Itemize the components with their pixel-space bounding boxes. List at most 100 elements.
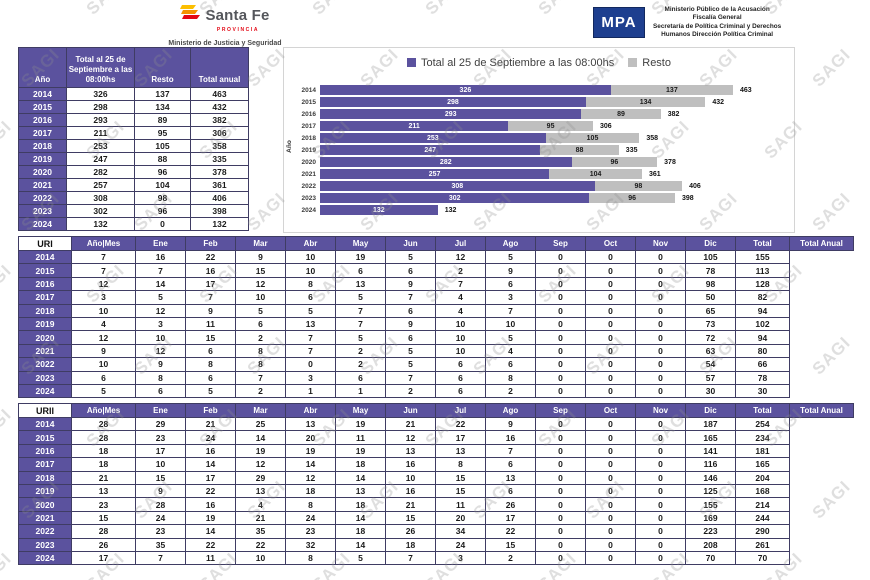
value-cell: 0: [535, 303, 586, 318]
value-cell: 28: [71, 416, 136, 432]
header-cell: Mar: [235, 403, 286, 418]
year-cell: 2019: [18, 316, 72, 332]
bar-row: 2022 308 98 406: [290, 180, 790, 192]
bar-track: 132 132: [320, 205, 766, 215]
value-cell: 17: [435, 430, 486, 445]
value-cell: 70: [735, 550, 790, 566]
value-cell: 0: [635, 357, 686, 372]
value-cell: 9: [135, 357, 186, 372]
value-cell: 137: [134, 87, 191, 101]
value-cell: 0: [635, 483, 686, 499]
y-tick-label: 2024: [301, 206, 316, 214]
value-cell: 5: [285, 303, 336, 318]
header-cell: Sep: [535, 403, 586, 418]
value-cell: 223: [685, 524, 736, 539]
header-cell: Abr: [285, 236, 336, 251]
value-cell: 22: [435, 416, 486, 432]
y-tick-label: 2015: [301, 98, 316, 106]
bar-segment-resto: 89: [581, 109, 661, 119]
value-cell: 2: [485, 383, 536, 399]
value-cell: 6: [485, 457, 536, 472]
value-cell: 16: [135, 249, 186, 265]
value-cell: 8: [135, 370, 186, 385]
value-cell: 13: [435, 443, 486, 459]
value-cell: 9: [135, 483, 186, 499]
value-cell: 26: [385, 524, 436, 539]
value-cell: 10: [435, 316, 486, 332]
value-cell: 2: [335, 357, 386, 372]
value-cell: 8: [435, 457, 486, 472]
unit-header-row: URII Año|Mes Ene Feb Mar Abr May Jun Jul Ago Sep Oc…: [18, 403, 854, 418]
value-cell: 17: [185, 470, 236, 485]
urii-table-section: URII Año|Mes Ene Feb Mar Abr May Jun Jul Ago Sep Oc…: [18, 403, 854, 566]
value-cell: 211: [66, 126, 135, 140]
value-cell: 21: [385, 416, 436, 432]
bar-segment-resto: 137: [610, 85, 733, 95]
header-cell: Jul: [435, 403, 486, 418]
value-cell: 141: [685, 443, 736, 459]
bar-segment-resto: 95: [508, 121, 593, 131]
value-cell: 19: [185, 510, 236, 526]
value-cell: 5: [71, 383, 136, 399]
value-cell: 14: [335, 537, 386, 552]
value-cell: 2: [435, 263, 486, 278]
value-cell: 0: [585, 457, 636, 472]
unit-label: URII: [18, 403, 72, 418]
value-cell: 0: [585, 510, 636, 526]
value-cell: 7: [285, 330, 336, 345]
table-row: 2014 28 29 21 25 13 19 21 22 9 0 0 0 187 254: [18, 416, 854, 432]
year-cell: 2017: [18, 290, 72, 305]
value-cell: 0: [535, 370, 586, 385]
value-cell: 290: [735, 524, 790, 539]
bar-track: 293 89 382: [320, 109, 766, 119]
value-cell: 21: [235, 510, 286, 526]
header-cell: Jul: [435, 236, 486, 251]
value-cell: 19: [335, 443, 386, 459]
bar-segment-resto: 88: [540, 145, 619, 155]
bar-segment-resto: 98: [594, 181, 683, 191]
value-cell: 165: [735, 457, 790, 472]
value-cell: 80: [735, 343, 790, 359]
header-cell: Año|Mes: [71, 403, 136, 418]
value-cell: 2: [485, 550, 536, 566]
table-row: 2023 26 35 22 22 32 14 18 24 15 0 0 0 208 261: [18, 537, 854, 552]
value-cell: 0: [585, 443, 636, 459]
header-cell: Dic: [685, 403, 736, 418]
value-cell: 96: [134, 165, 191, 179]
header-cell: Total al 25 de Septiembre a las 08:00hs: [66, 47, 135, 88]
value-cell: 2: [335, 343, 386, 359]
value-cell: 0: [635, 457, 686, 472]
value-cell: 17: [485, 510, 536, 526]
value-cell: 34: [435, 524, 486, 539]
value-cell: 13: [285, 316, 336, 332]
value-cell: 15: [135, 470, 186, 485]
bar-segment-total: 257: [320, 169, 550, 179]
value-cell: 32: [285, 537, 336, 552]
value-cell: 0: [535, 357, 586, 372]
watermark-text: SAGI: [0, 0, 16, 19]
year-cell: 2020: [18, 330, 72, 345]
value-cell: 335: [190, 152, 249, 166]
value-cell: 29: [135, 416, 186, 432]
bar-row: 2023 302 96 398: [290, 192, 790, 204]
value-cell: 13: [335, 276, 386, 292]
value-cell: 12: [235, 457, 286, 472]
bar-track: 298 134 432: [320, 97, 766, 107]
value-cell: 165: [685, 430, 736, 445]
ministry-label: Ministerio de Justicia y Seguridad: [168, 40, 282, 47]
header-cell: Oct: [585, 403, 636, 418]
value-cell: 12: [135, 343, 186, 359]
value-cell: 132: [190, 217, 249, 231]
value-cell: 155: [735, 249, 790, 265]
value-cell: 7: [71, 263, 136, 278]
value-cell: 0: [535, 443, 586, 459]
value-cell: 0: [635, 330, 686, 345]
value-cell: 19: [335, 249, 386, 265]
value-cell: 9: [235, 249, 286, 265]
bar-row: 2020 282 96 378: [290, 156, 790, 168]
value-cell: 0: [585, 303, 636, 318]
value-cell: 0: [585, 276, 636, 292]
year-cell: 2022: [18, 524, 72, 539]
table-row: 2014 326 137 463: [18, 87, 249, 101]
bar-total-label: 382: [667, 110, 680, 118]
